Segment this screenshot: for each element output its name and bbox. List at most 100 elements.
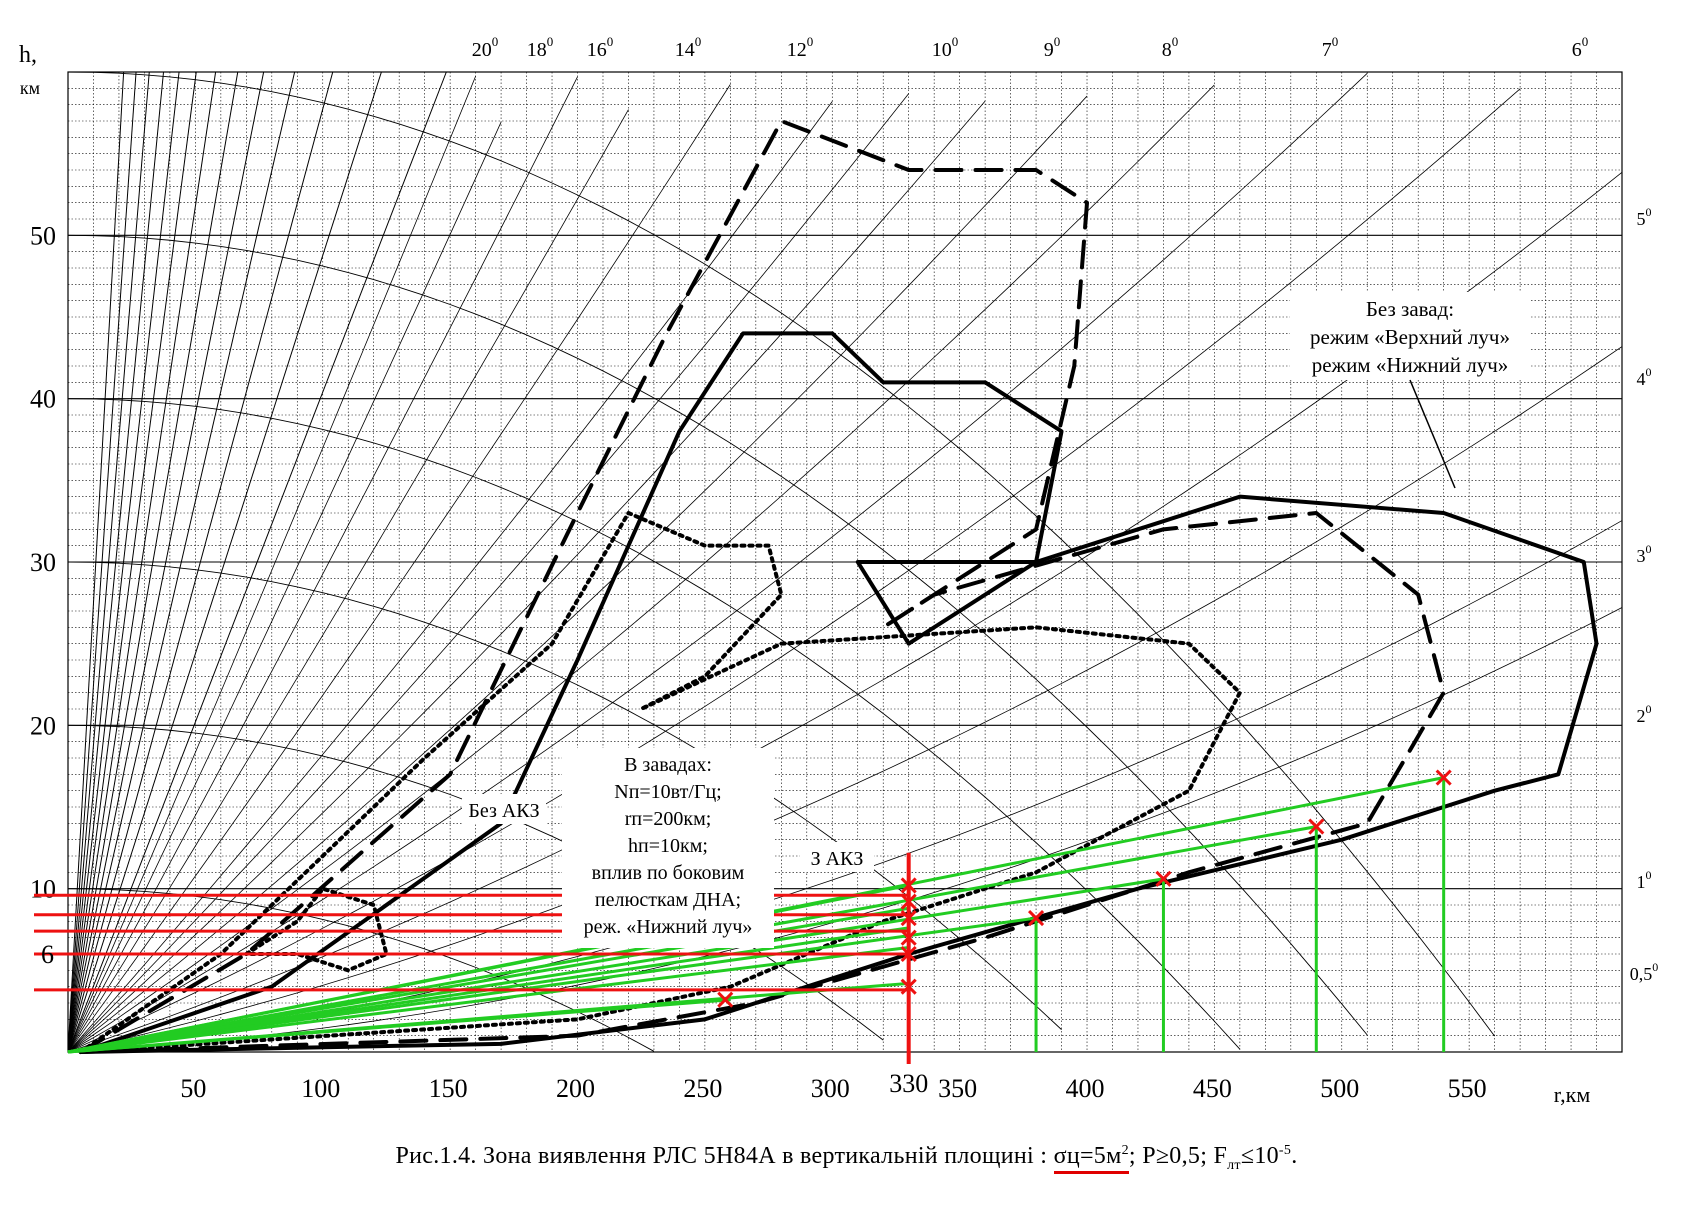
y-tick-label: 10 bbox=[30, 875, 56, 904]
green-sight-line bbox=[67, 877, 1164, 1054]
no-jam-text: режим «Нижний луч» bbox=[1312, 353, 1509, 377]
x-tick-label: 550 bbox=[1448, 1074, 1487, 1103]
caption-sigma-text: σц=5м bbox=[1053, 1143, 1122, 1169]
jam-text: пелюсткам ДНА; bbox=[595, 889, 741, 911]
marked-height-label: 6 bbox=[41, 940, 54, 969]
x-tick-label: 300 bbox=[811, 1074, 850, 1103]
y-tick-label: 40 bbox=[30, 385, 56, 414]
jam-text: реж. «Нижний луч» bbox=[584, 916, 753, 938]
chart-svg: 50 100 150 200 250 300 350 400 450 500 55010203040… bbox=[19, 34, 1659, 1107]
elevation-label-top: 140 bbox=[675, 34, 702, 61]
elevation-label-sup: 0 bbox=[1054, 34, 1061, 49]
elevation-label-top: 120 bbox=[787, 34, 814, 61]
elevation-label-right: 50 bbox=[1637, 205, 1652, 229]
y-tick-label: 20 bbox=[30, 711, 56, 740]
elevation-label-top: 100 bbox=[932, 34, 959, 61]
elevation-ray bbox=[67, 121, 502, 1053]
jam-text: вплив по боковим bbox=[592, 862, 745, 884]
x-axis-label: r,км bbox=[1554, 1082, 1591, 1107]
elevation-label-top: 180 bbox=[527, 34, 554, 61]
y-axis-unit: км bbox=[20, 78, 40, 98]
no-akz-label: Без АКЗ bbox=[468, 800, 539, 822]
elevation-label-sup: 0 bbox=[1332, 34, 1339, 49]
y-tick-label: 30 bbox=[30, 548, 56, 577]
caption-f-sub: лт bbox=[1227, 1157, 1241, 1173]
elevation-label-sup: 0 bbox=[1646, 205, 1652, 219]
red-cross-marker bbox=[900, 978, 917, 995]
green-sight-line bbox=[67, 945, 909, 1054]
elevation-ray bbox=[67, 73, 1368, 1053]
elevation-label-top: 200 bbox=[472, 34, 499, 61]
x-tick-label: 150 bbox=[429, 1074, 468, 1103]
elevation-ray bbox=[67, 100, 986, 1053]
y-axis-label: h, bbox=[19, 42, 37, 68]
figure-caption: Рис.1.4. Зона виявлення РЛС 5Н84А в верт… bbox=[0, 1143, 1693, 1174]
elevation-label-right: 20 bbox=[1637, 702, 1652, 726]
green-sight-line bbox=[67, 916, 1037, 1054]
elevation-label-top: 160 bbox=[587, 34, 614, 61]
elevation-label-right: 10 bbox=[1637, 868, 1652, 892]
x-tick-label: 200 bbox=[556, 1074, 595, 1103]
caption-f-sup: -5 bbox=[1278, 1143, 1292, 1158]
no-jam-box bbox=[1290, 292, 1530, 380]
no-akz-bg bbox=[462, 794, 546, 824]
red-cross-marker bbox=[1028, 910, 1045, 927]
elevation-ray bbox=[67, 101, 833, 1053]
marked-range-label: 330 bbox=[889, 1069, 928, 1098]
caption-sigma-sup: 2 bbox=[1121, 1143, 1129, 1158]
elevation-label-right: 0,50 bbox=[1630, 960, 1659, 984]
elevation-label-sup: 0 bbox=[952, 34, 959, 49]
x-tick-label: 250 bbox=[683, 1074, 722, 1103]
elevation-label-top: 70 bbox=[1322, 34, 1339, 61]
elevation-label-sup: 0 bbox=[547, 34, 554, 49]
elevation-label-sup: 0 bbox=[492, 34, 499, 49]
red-cross-marker bbox=[1155, 870, 1172, 887]
elevation-ray-steep bbox=[67, 71, 296, 1053]
no-jam-text: режим «Верхний луч» bbox=[1310, 325, 1510, 349]
elevation-label-right: 30 bbox=[1637, 542, 1652, 566]
caption-rest: ; P≥0,5; F bbox=[1128, 1143, 1228, 1169]
caption-f-tail: ≤10 bbox=[1240, 1143, 1279, 1169]
red-cross-marker bbox=[900, 910, 917, 927]
x-tick-label: 50 bbox=[180, 1074, 206, 1103]
zone-curve-dotted bbox=[244, 886, 389, 973]
red-cross-marker bbox=[1308, 818, 1325, 835]
x-tick-label: 450 bbox=[1193, 1074, 1232, 1103]
elevation-ray-steep bbox=[67, 71, 265, 1053]
x-tick-label: 350 bbox=[938, 1074, 977, 1103]
caption-sigma: σц=5м2 bbox=[1053, 1143, 1129, 1174]
red-cross-marker bbox=[1435, 769, 1452, 786]
no-jam-pointer bbox=[1409, 379, 1456, 489]
height-arc bbox=[67, 234, 1368, 1036]
elevation-label-sup: 0 bbox=[807, 34, 814, 49]
red-cross-marker bbox=[900, 877, 917, 894]
caption-prefix: Рис.1.4. Зона виявлення РЛС 5Н84А в верт… bbox=[395, 1143, 1048, 1169]
green-sight-line bbox=[67, 998, 731, 1054]
elevation-label-sup: 0 bbox=[695, 34, 702, 49]
red-cross-marker bbox=[717, 991, 734, 1008]
height-arc bbox=[67, 398, 1241, 1050]
elevation-ray-steep bbox=[67, 71, 382, 1053]
red-cross-marker bbox=[900, 893, 917, 910]
elevation-ray bbox=[67, 607, 1623, 1053]
red-cross-marker bbox=[900, 945, 917, 963]
jam-text: hп=10км; bbox=[628, 835, 708, 857]
jam-text: В завадах: bbox=[624, 754, 712, 776]
y-tick-label: 50 bbox=[30, 221, 56, 250]
elevation-ray-steep bbox=[67, 71, 447, 1053]
height-arc bbox=[67, 71, 1495, 1037]
elevation-label-sup: 0 bbox=[1646, 702, 1652, 716]
no-jam-text: Без завад: bbox=[1366, 297, 1454, 321]
elevation-label-right: 40 bbox=[1637, 365, 1652, 389]
elevation-label-sup: 0 bbox=[1582, 34, 1589, 49]
with-akz-label: З АКЗ bbox=[811, 848, 864, 870]
elevation-label-top: 90 bbox=[1044, 34, 1061, 61]
elevation-label-sup: 0 bbox=[1652, 960, 1658, 974]
elevation-label-top: 80 bbox=[1162, 34, 1179, 61]
elevation-label-sup: 0 bbox=[1646, 542, 1652, 556]
elevation-label-top: 60 bbox=[1572, 34, 1589, 61]
jam-text: rп=200км; bbox=[625, 808, 712, 830]
with-akz-bg bbox=[800, 842, 874, 872]
elevation-label-sup: 0 bbox=[1172, 34, 1179, 49]
